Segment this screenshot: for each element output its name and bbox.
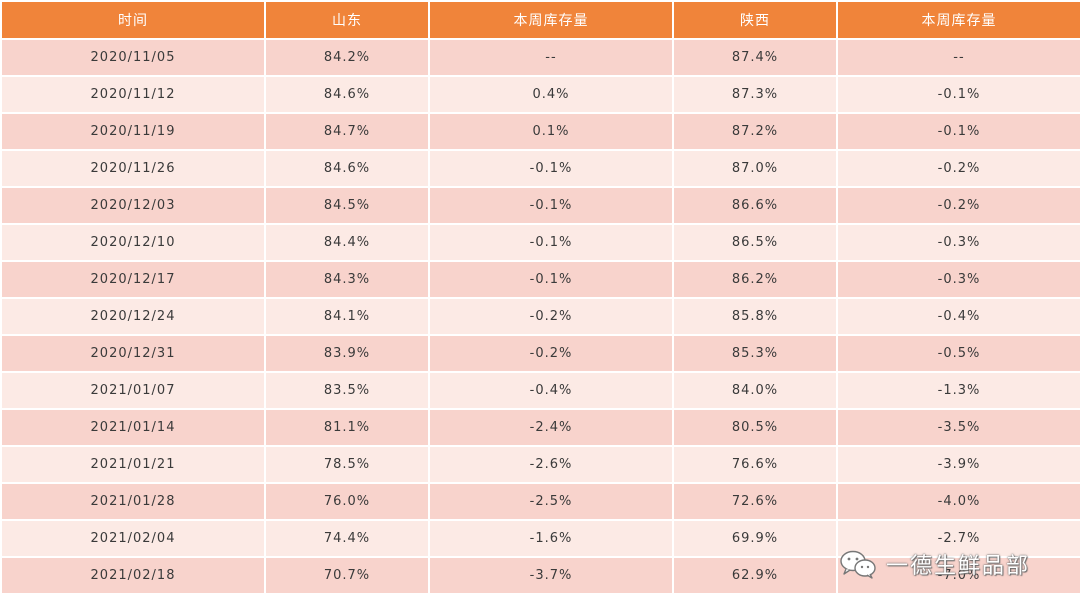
cell-shaanxi: 85.8%	[674, 299, 836, 334]
cell-shaanxi-change: --	[838, 40, 1080, 75]
cell-shandong: 70.7%	[266, 558, 428, 593]
cell-date: 2020/11/12	[2, 77, 264, 112]
cell-shaanxi: 69.9%	[674, 521, 836, 556]
header-shaanxi: 陕西	[674, 2, 836, 38]
table-row: 2021/02/18 70.7% -3.7% 62.9% -7.0%	[2, 558, 1080, 593]
cell-shaanxi: 87.3%	[674, 77, 836, 112]
cell-shaanxi-change: -0.1%	[838, 77, 1080, 112]
cell-shandong-change: -2.6%	[430, 447, 672, 482]
table-row: 2020/11/26 84.6% -0.1% 87.0% -0.2%	[2, 151, 1080, 186]
cell-shandong-change: --	[430, 40, 672, 75]
table-row: 2021/01/07 83.5% -0.4% 84.0% -1.3%	[2, 373, 1080, 408]
cell-shaanxi-change: -1.3%	[838, 373, 1080, 408]
table-body: 2020/11/05 84.2% -- 87.4% -- 2020/11/12 84.6% 0…	[2, 40, 1080, 593]
table-row: 2021/01/14 81.1% -2.4% 80.5% -3.5%	[2, 410, 1080, 445]
cell-date: 2020/12/17	[2, 262, 264, 297]
cell-shaanxi-change: -0.2%	[838, 188, 1080, 223]
table-row: 2020/12/31 83.9% -0.2% 85.3% -0.5%	[2, 336, 1080, 371]
cell-shaanxi-change: -0.4%	[838, 299, 1080, 334]
cell-shandong: 74.4%	[266, 521, 428, 556]
header-date: 时间	[2, 2, 264, 38]
header-row: 时间 山东 本周库存量 陕西 本周库存量	[2, 2, 1080, 38]
cell-date: 2021/02/18	[2, 558, 264, 593]
cell-shaanxi: 87.4%	[674, 40, 836, 75]
cell-shaanxi-change: -0.5%	[838, 336, 1080, 371]
table-row: 2021/02/04 74.4% -1.6% 69.9% -2.7%	[2, 521, 1080, 556]
cell-shandong: 84.2%	[266, 40, 428, 75]
cell-shandong-change: -3.7%	[430, 558, 672, 593]
table-row: 2020/12/17 84.3% -0.1% 86.2% -0.3%	[2, 262, 1080, 297]
cell-shandong-change: -0.1%	[430, 151, 672, 186]
cell-shaanxi: 72.6%	[674, 484, 836, 519]
cell-shandong: 84.4%	[266, 225, 428, 260]
cell-shandong: 84.5%	[266, 188, 428, 223]
cell-date: 2020/12/24	[2, 299, 264, 334]
table-row: 2020/11/12 84.6% 0.4% 87.3% -0.1%	[2, 77, 1080, 112]
cell-shandong: 76.0%	[266, 484, 428, 519]
cell-shaanxi: 87.0%	[674, 151, 836, 186]
header-shandong: 山东	[266, 2, 428, 38]
cell-shaanxi: 87.2%	[674, 114, 836, 149]
cell-shaanxi-change: -0.3%	[838, 225, 1080, 260]
cell-shandong-change: -0.4%	[430, 373, 672, 408]
table-row: 2021/01/21 78.5% -2.6% 76.6% -3.9%	[2, 447, 1080, 482]
header-shaanxi-change: 本周库存量	[838, 2, 1080, 38]
cell-shandong-change: -0.2%	[430, 336, 672, 371]
cell-shandong-change: -2.4%	[430, 410, 672, 445]
cell-date: 2020/12/10	[2, 225, 264, 260]
cell-shaanxi: 76.6%	[674, 447, 836, 482]
cell-date: 2020/12/31	[2, 336, 264, 371]
cell-shandong: 84.3%	[266, 262, 428, 297]
inventory-table: 时间 山东 本周库存量 陕西 本周库存量 2020/11/05 84.2% -- 87…	[2, 2, 1080, 593]
cell-date: 2021/02/04	[2, 521, 264, 556]
cell-shandong: 83.5%	[266, 373, 428, 408]
cell-date: 2020/11/19	[2, 114, 264, 149]
cell-shaanxi: 80.5%	[674, 410, 836, 445]
cell-shandong-change: 0.4%	[430, 77, 672, 112]
cell-shandong: 78.5%	[266, 447, 428, 482]
cell-shandong: 81.1%	[266, 410, 428, 445]
cell-shandong-change: -2.5%	[430, 484, 672, 519]
cell-shandong: 83.9%	[266, 336, 428, 371]
cell-shaanxi-change: -2.7%	[838, 521, 1080, 556]
cell-shandong-change: -0.1%	[430, 225, 672, 260]
cell-shandong-change: -0.1%	[430, 188, 672, 223]
cell-shaanxi: 86.5%	[674, 225, 836, 260]
cell-shaanxi: 62.9%	[674, 558, 836, 593]
table-row: 2021/01/28 76.0% -2.5% 72.6% -4.0%	[2, 484, 1080, 519]
cell-date: 2021/01/14	[2, 410, 264, 445]
cell-date: 2021/01/21	[2, 447, 264, 482]
cell-date: 2020/11/26	[2, 151, 264, 186]
cell-shandong-change: 0.1%	[430, 114, 672, 149]
cell-shaanxi-change: -7.0%	[838, 558, 1080, 593]
cell-shaanxi-change: -0.1%	[838, 114, 1080, 149]
cell-date: 2021/01/28	[2, 484, 264, 519]
cell-shaanxi-change: -0.2%	[838, 151, 1080, 186]
cell-shandong: 84.6%	[266, 151, 428, 186]
table-row: 2020/12/10 84.4% -0.1% 86.5% -0.3%	[2, 225, 1080, 260]
table-row: 2020/12/03 84.5% -0.1% 86.6% -0.2%	[2, 188, 1080, 223]
cell-shandong: 84.1%	[266, 299, 428, 334]
cell-shaanxi: 85.3%	[674, 336, 836, 371]
cell-shandong-change: -0.2%	[430, 299, 672, 334]
cell-date: 2020/12/03	[2, 188, 264, 223]
table-row: 2020/11/19 84.7% 0.1% 87.2% -0.1%	[2, 114, 1080, 149]
header-shandong-change: 本周库存量	[430, 2, 672, 38]
cell-shaanxi-change: -3.9%	[838, 447, 1080, 482]
table-row: 2020/12/24 84.1% -0.2% 85.8% -0.4%	[2, 299, 1080, 334]
cell-shaanxi: 86.6%	[674, 188, 836, 223]
cell-shaanxi: 84.0%	[674, 373, 836, 408]
table-row: 2020/11/05 84.2% -- 87.4% --	[2, 40, 1080, 75]
cell-shandong: 84.6%	[266, 77, 428, 112]
cell-shandong-change: -1.6%	[430, 521, 672, 556]
cell-shandong: 84.7%	[266, 114, 428, 149]
cell-date: 2020/11/05	[2, 40, 264, 75]
cell-shandong-change: -0.1%	[430, 262, 672, 297]
cell-shaanxi-change: -3.5%	[838, 410, 1080, 445]
cell-date: 2021/01/07	[2, 373, 264, 408]
cell-shaanxi-change: -0.3%	[838, 262, 1080, 297]
cell-shaanxi: 86.2%	[674, 262, 836, 297]
cell-shaanxi-change: -4.0%	[838, 484, 1080, 519]
